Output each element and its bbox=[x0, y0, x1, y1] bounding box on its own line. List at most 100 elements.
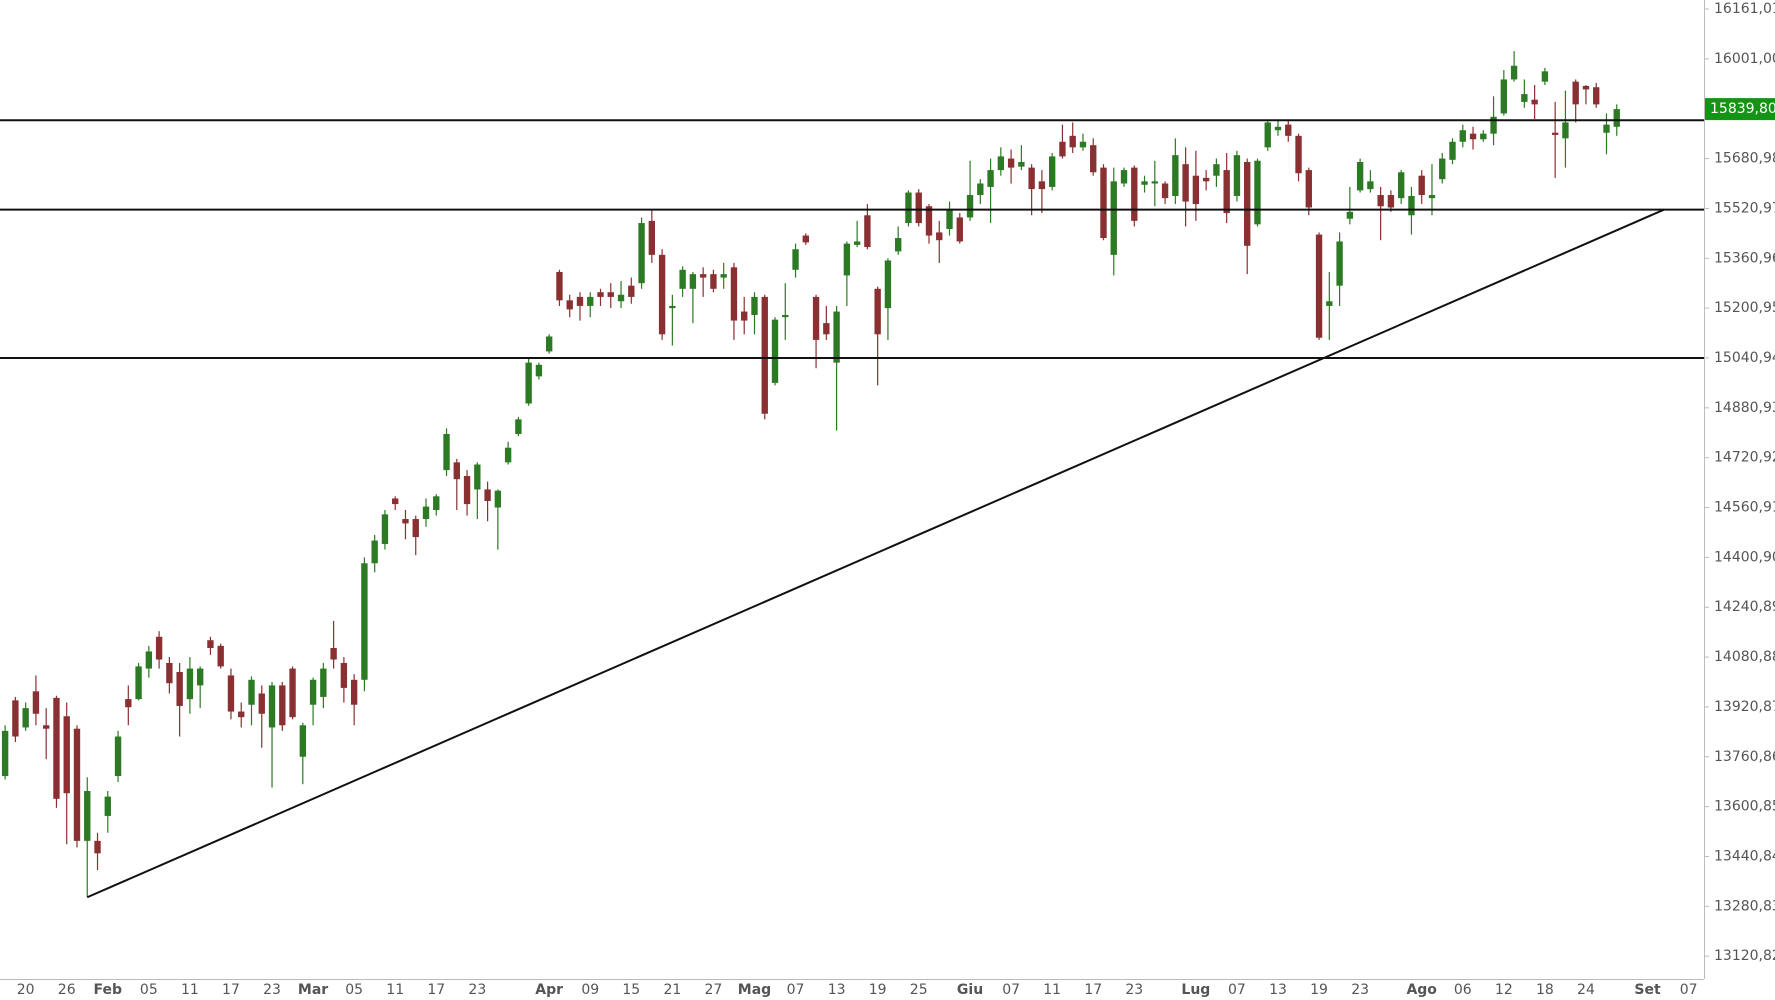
candle-body bbox=[145, 651, 153, 669]
candle-body bbox=[1613, 109, 1620, 127]
x-tick-label: 07 bbox=[1002, 982, 1020, 998]
candle-body bbox=[299, 725, 307, 757]
candle-body bbox=[802, 235, 809, 243]
candle-body bbox=[43, 725, 50, 729]
candle-body bbox=[504, 447, 512, 463]
candle-body bbox=[1418, 175, 1425, 196]
candle-body bbox=[1551, 132, 1559, 135]
candle-body bbox=[443, 433, 450, 471]
candle-body bbox=[1069, 135, 1076, 148]
candle-body bbox=[1131, 167, 1138, 221]
candle-body bbox=[1264, 122, 1271, 148]
y-tick-label: 14560,91 bbox=[1714, 500, 1775, 516]
x-tick-label: 05 bbox=[140, 982, 158, 998]
candle-body bbox=[515, 419, 522, 434]
candle-body bbox=[279, 685, 286, 726]
candle-body bbox=[1336, 241, 1343, 286]
candle-body bbox=[63, 716, 70, 794]
candle-body bbox=[566, 300, 573, 310]
x-tick-label: 13 bbox=[828, 982, 846, 998]
candle-body bbox=[833, 311, 840, 363]
candle-body bbox=[1377, 195, 1384, 207]
candle-body bbox=[956, 217, 963, 242]
candle-body bbox=[402, 519, 409, 524]
candle-body bbox=[227, 675, 235, 712]
candle-body bbox=[1315, 234, 1323, 338]
candle-body bbox=[1459, 130, 1466, 142]
candle-body bbox=[658, 254, 666, 335]
candle-body bbox=[1151, 181, 1159, 184]
candle-body bbox=[556, 271, 563, 301]
candle-body bbox=[741, 311, 748, 321]
x-tick-label: 07 bbox=[1680, 982, 1698, 998]
candle-body bbox=[617, 294, 625, 302]
candle-body bbox=[1531, 99, 1538, 105]
x-tick-label: 19 bbox=[1310, 982, 1328, 998]
candle-body bbox=[309, 679, 317, 705]
candle-body bbox=[84, 791, 91, 841]
candle-body bbox=[12, 700, 19, 737]
x-tick-label: Ago bbox=[1406, 982, 1437, 998]
candle-body bbox=[1397, 172, 1405, 199]
y-tick-label: 14880,93 bbox=[1714, 400, 1775, 416]
x-tick-label: 12 bbox=[1495, 982, 1513, 998]
candle-body bbox=[1254, 160, 1261, 225]
candle-body bbox=[1449, 141, 1456, 160]
candle-body bbox=[1233, 155, 1241, 196]
candle-body bbox=[289, 668, 296, 718]
y-tick-label: 13920,87 bbox=[1714, 699, 1775, 715]
candle-body bbox=[207, 640, 214, 649]
candle-body bbox=[987, 170, 994, 187]
candle-body bbox=[361, 563, 368, 680]
candle-body bbox=[1192, 175, 1200, 205]
candle-body bbox=[1141, 181, 1148, 185]
y-tick-label: 14720,92 bbox=[1714, 450, 1775, 466]
y-tick-label: 15040,94 bbox=[1714, 350, 1775, 366]
candle-body bbox=[1028, 167, 1035, 190]
candle-body bbox=[1048, 156, 1056, 187]
y-tick-label: 16161,01 bbox=[1714, 1, 1775, 17]
x-tick-label: 24 bbox=[1577, 982, 1595, 998]
x-tick-label: Set bbox=[1634, 982, 1661, 998]
x-tick-label: 11 bbox=[386, 982, 404, 998]
candle-body bbox=[1326, 301, 1333, 306]
candle-body bbox=[1346, 211, 1354, 219]
x-tick-label: 17 bbox=[1084, 982, 1102, 998]
y-tick-label: 15360,96 bbox=[1714, 250, 1775, 266]
candle-body bbox=[196, 668, 204, 686]
y-tick-label: 13760,86 bbox=[1714, 749, 1775, 765]
candle-body bbox=[1387, 195, 1395, 208]
candle-body bbox=[268, 685, 276, 728]
y-tick-label: 14400,90 bbox=[1714, 549, 1775, 565]
candle-body bbox=[166, 662, 173, 684]
x-tick-label: 11 bbox=[181, 982, 199, 998]
candle-body bbox=[422, 506, 430, 520]
y-tick-label: 16001,00 bbox=[1714, 51, 1775, 67]
x-tick-label: 07 bbox=[787, 982, 805, 998]
trend-line bbox=[86, 208, 1665, 899]
candle-body bbox=[587, 296, 594, 306]
candle-body bbox=[792, 249, 799, 270]
x-tick-label: Lug bbox=[1181, 982, 1210, 998]
candle-body bbox=[258, 693, 265, 714]
candle-body bbox=[392, 498, 399, 505]
x-tick-label: 26 bbox=[58, 982, 76, 998]
candle-body bbox=[186, 668, 194, 700]
candle-body bbox=[155, 636, 163, 660]
candle-body bbox=[1367, 181, 1374, 190]
candle-body bbox=[104, 796, 111, 816]
y-tick-label: 15680,98 bbox=[1714, 151, 1775, 167]
candle-body bbox=[1161, 183, 1169, 199]
y-tick-label: 13440,84 bbox=[1714, 848, 1775, 864]
candle-body bbox=[22, 708, 29, 728]
candle-body bbox=[997, 156, 1005, 171]
candle-body bbox=[53, 697, 60, 799]
candle-body bbox=[669, 305, 676, 309]
candle-body bbox=[1510, 65, 1518, 80]
last-price-tag bbox=[1705, 98, 1775, 121]
candle-body bbox=[648, 220, 656, 255]
candle-body bbox=[1582, 85, 1590, 90]
candle-body bbox=[761, 296, 768, 414]
